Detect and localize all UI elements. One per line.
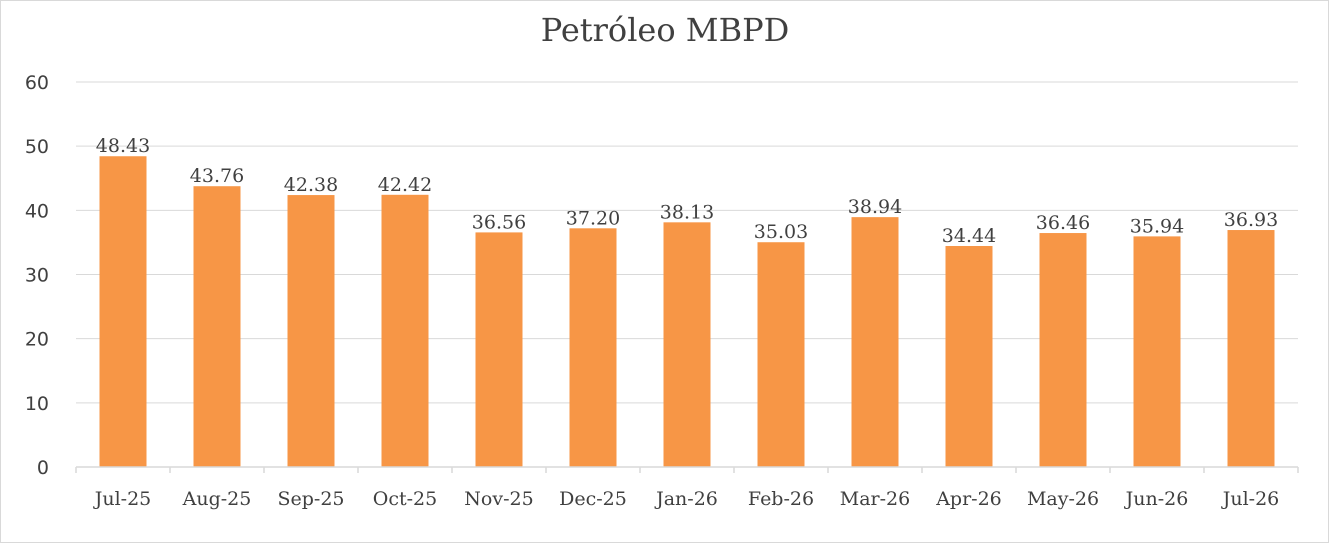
- x-tick-label: Jul-25: [93, 488, 152, 510]
- bar: [851, 217, 899, 467]
- data-label: 43.76: [190, 165, 244, 187]
- bar: [945, 246, 993, 467]
- x-tick-label: Apr-26: [935, 488, 1002, 510]
- x-tick-label: Nov-25: [464, 488, 533, 510]
- bar: [1227, 230, 1275, 467]
- bar: [757, 242, 805, 467]
- y-tick-label: 30: [25, 265, 49, 287]
- y-tick-label: 20: [25, 329, 49, 351]
- bar: [1039, 233, 1087, 467]
- x-tick-label: Aug-25: [182, 488, 252, 510]
- y-tick-label: 60: [25, 72, 49, 94]
- y-tick-label: 40: [25, 200, 49, 222]
- bars: [99, 156, 1275, 468]
- y-tick-label: 0: [37, 457, 49, 479]
- data-label: 34.44: [942, 225, 996, 247]
- x-tick-label: Mar-26: [840, 488, 910, 510]
- data-label: 42.42: [378, 174, 432, 196]
- x-axis-ticks: Jul-25 Aug-25 Sep-25 Oct-25 Nov-25 Dec-25 Jan-…: [75, 467, 1299, 510]
- x-tick-label: Sep-25: [277, 488, 344, 510]
- data-label: 36.56: [472, 211, 526, 233]
- bar: [569, 228, 617, 467]
- y-tick-label: 10: [25, 393, 49, 415]
- data-label: 35.03: [754, 221, 808, 243]
- data-label: 38.94: [848, 196, 902, 218]
- data-label: 37.20: [566, 207, 620, 229]
- data-labels: 48.43 43.76 42.38 42.42 36.56 37.20 38.13 35.03…: [96, 135, 1278, 247]
- bar: [1133, 236, 1181, 467]
- chart-title: Petróleo MBPD: [541, 11, 790, 49]
- data-label: 35.94: [1130, 215, 1184, 237]
- x-tick-label: Oct-25: [373, 488, 437, 510]
- x-tick-label: Feb-26: [748, 488, 814, 510]
- x-tick-label: Jun-26: [1124, 488, 1189, 510]
- data-label: 42.38: [284, 174, 338, 196]
- data-label: 48.43: [96, 135, 150, 157]
- data-label: 38.13: [660, 201, 714, 223]
- x-tick-label: Dec-25: [559, 488, 627, 510]
- bar: [99, 156, 147, 467]
- bar: [663, 222, 711, 467]
- x-tick-label: May-26: [1027, 488, 1099, 510]
- y-axis-ticks: 0 10 20 30 40 50 60: [25, 72, 49, 479]
- bar: [381, 194, 429, 467]
- bar: [287, 195, 335, 468]
- x-tick-label: Jul-26: [1221, 488, 1280, 510]
- x-tick-label: Jan-26: [654, 488, 718, 510]
- data-label: 36.93: [1224, 209, 1278, 231]
- bar: [193, 186, 241, 467]
- data-label: 36.46: [1036, 212, 1090, 234]
- bar: [475, 232, 523, 467]
- y-tick-label: 50: [25, 136, 49, 158]
